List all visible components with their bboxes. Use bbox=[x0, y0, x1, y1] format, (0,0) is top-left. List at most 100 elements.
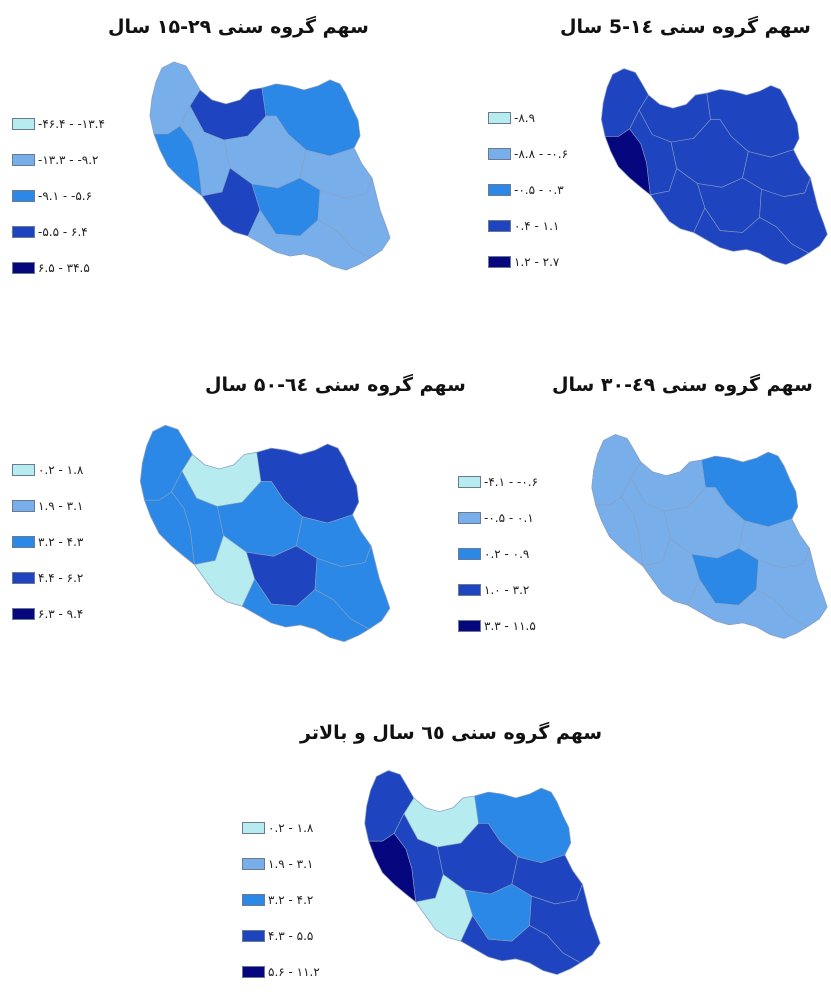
legend-label: -۱۳.۳ - -۹.۲ bbox=[38, 153, 99, 167]
legend-label: -۸.۸ - -۰.۶ bbox=[514, 147, 569, 161]
legend-item: ۰.۲ - ۱.۸ bbox=[12, 462, 83, 478]
legend-label: -۴۶.۴ - -۱۳.۴ bbox=[38, 117, 105, 131]
legend-label: ۱.۹ - ۳.۱ bbox=[268, 857, 314, 871]
legend-swatch bbox=[458, 548, 481, 560]
legend-swatch bbox=[488, 256, 511, 268]
legend-swatch bbox=[458, 476, 481, 488]
legend-label: ۵.۶ - ۱۱.۲ bbox=[268, 965, 320, 979]
legend-item: ۳.۲ - ۴.۲ bbox=[242, 892, 320, 908]
map-legend: -۴.۱ - -۰.۶ -۰.۵ - ۰.۱ ۰.۲ - ۰.۹ ۱.۰ - ۳… bbox=[458, 474, 538, 654]
legend-item: ۶.۵ - ۳۴.۵ bbox=[12, 260, 105, 276]
legend-item: ۰.۲ - ۰.۹ bbox=[458, 546, 538, 562]
legend-item: ۳.۲ - ۴.۳ bbox=[12, 534, 83, 550]
legend-item: ۱.۹ - ۳.۱ bbox=[12, 498, 83, 514]
province-region bbox=[241, 578, 370, 642]
legend-item: ۱.۹ - ۳.۱ bbox=[242, 856, 320, 872]
legend-swatch bbox=[242, 966, 265, 978]
legend-label: ۴.۴ - ۶.۲ bbox=[38, 571, 84, 585]
legend-swatch bbox=[242, 822, 265, 834]
legend-swatch bbox=[12, 536, 35, 548]
legend-swatch bbox=[488, 184, 511, 196]
legend-item: ۶.۳ - ۹.۴ bbox=[12, 606, 83, 622]
iran-map bbox=[364, 770, 601, 975]
map-regions bbox=[139, 424, 391, 642]
panel-title: سهم گروه سنی ۲۹-۱۵ سال bbox=[108, 16, 369, 38]
legend-swatch bbox=[12, 118, 35, 130]
legend-swatch bbox=[458, 512, 481, 524]
iran-map bbox=[601, 68, 828, 265]
legend-label: ۴.۳ - ۵.۵ bbox=[268, 929, 314, 943]
legend-item: -۴.۱ - -۰.۶ bbox=[458, 474, 538, 490]
legend-label: ۶.۳ - ۹.۴ bbox=[38, 607, 84, 621]
legend-swatch bbox=[12, 464, 35, 476]
map-regions bbox=[149, 61, 391, 271]
legend-item: ۰.۲ - ۱.۸ bbox=[242, 820, 320, 836]
legend-label: ۱.۲ - ۲.۷ bbox=[514, 255, 560, 269]
legend-swatch bbox=[488, 148, 511, 160]
legend-item: ۱.۲ - ۲.۷ bbox=[488, 254, 568, 270]
legend-swatch bbox=[12, 190, 35, 202]
legend-label: ۰.۲ - ۱.۸ bbox=[268, 821, 314, 835]
legend-item: ۵.۶ - ۱۱.۲ bbox=[242, 964, 320, 980]
legend-swatch bbox=[488, 112, 511, 124]
legend-swatch bbox=[12, 226, 35, 238]
legend-label: ۶.۵ - ۳۴.۵ bbox=[38, 261, 90, 275]
province-region bbox=[693, 207, 810, 265]
legend-label: ۰.۲ - ۰.۹ bbox=[484, 547, 530, 561]
legend-swatch bbox=[242, 858, 265, 870]
legend-swatch bbox=[242, 930, 265, 942]
legend-item: -۹.۱ - -۵.۶ bbox=[12, 188, 105, 204]
legend-label: ۳.۲ - ۴.۳ bbox=[38, 535, 84, 549]
legend-item: -۸.۹ bbox=[488, 110, 568, 126]
legend-item: -۰.۵ - ۰.۳ bbox=[488, 182, 568, 198]
legend-swatch bbox=[458, 620, 481, 632]
legend-label: ۳.۳ - ۱۱.۵ bbox=[484, 619, 536, 633]
province-region bbox=[247, 209, 371, 271]
legend-item: ۰.۴ - ۱.۱ bbox=[488, 218, 568, 234]
legend-swatch bbox=[458, 584, 481, 596]
panel-title: سهم گروه سنی ٤۹-۳۰ سال bbox=[552, 374, 813, 396]
legend-label: -۰.۵ - ۰.۳ bbox=[514, 183, 564, 197]
legend-item: ۱.۰ - ۳.۲ bbox=[458, 582, 538, 598]
legend-label: ۰.۴ - ۱.۱ bbox=[514, 219, 560, 233]
legend-label: ۱.۹ - ۳.۱ bbox=[38, 499, 84, 513]
panel-title: سهم گروه سنی ٦٤-۵۰ سال bbox=[205, 374, 466, 396]
legend-label: -۴.۱ - -۰.۶ bbox=[484, 475, 539, 489]
legend-swatch bbox=[12, 500, 35, 512]
legend-swatch bbox=[12, 608, 35, 620]
map-legend: -۸.۹ -۸.۸ - -۰.۶ -۰.۵ - ۰.۳ ۰.۴ - ۱.۱ ۱.… bbox=[488, 110, 568, 290]
legend-item: -۱۳.۳ - -۹.۲ bbox=[12, 152, 105, 168]
legend-item: -۸.۸ - -۰.۶ bbox=[488, 146, 568, 162]
legend-label: -۵.۵ - ۶.۴ bbox=[38, 225, 88, 239]
map-legend: ۰.۲ - ۱.۸ ۱.۹ - ۳.۱ ۳.۲ - ۴.۳ ۴.۴ - ۶.۲ … bbox=[12, 462, 83, 642]
legend-item: -۴۶.۴ - -۱۳.۴ bbox=[12, 116, 105, 132]
province-region bbox=[460, 915, 582, 975]
panel-title: سهم گروه سنی ٦٥ سال و بالاتر bbox=[300, 722, 603, 744]
legend-swatch bbox=[242, 894, 265, 906]
map-regions bbox=[601, 68, 828, 265]
legend-swatch bbox=[488, 220, 511, 232]
legend-label: -۸.۹ bbox=[514, 111, 536, 125]
legend-label: ۳.۲ - ۴.۲ bbox=[268, 893, 314, 907]
map-regions bbox=[364, 770, 601, 975]
legend-item: -۰.۵ - ۰.۱ bbox=[458, 510, 538, 526]
legend-label: ۰.۲ - ۱.۸ bbox=[38, 463, 84, 477]
iran-map bbox=[591, 434, 828, 639]
legend-swatch bbox=[12, 262, 35, 274]
map-regions bbox=[591, 434, 828, 639]
legend-item: ۳.۳ - ۱۱.۵ bbox=[458, 618, 538, 634]
iran-map bbox=[149, 61, 391, 271]
panel-title: سهم گروه سنی ۱٤-5 سال bbox=[560, 16, 811, 38]
iran-map bbox=[139, 424, 391, 642]
legend-label: ۱.۰ - ۳.۲ bbox=[484, 583, 530, 597]
map-legend: ۰.۲ - ۱.۸ ۱.۹ - ۳.۱ ۳.۲ - ۴.۲ ۴.۳ - ۵.۵ … bbox=[242, 820, 320, 1000]
legend-swatch bbox=[12, 572, 35, 584]
province-region bbox=[687, 579, 809, 639]
legend-swatch bbox=[12, 154, 35, 166]
legend-item: ۴.۳ - ۵.۵ bbox=[242, 928, 320, 944]
legend-label: -۹.۱ - -۵.۶ bbox=[38, 189, 93, 203]
legend-label: -۰.۵ - ۰.۱ bbox=[484, 511, 534, 525]
map-legend: -۴۶.۴ - -۱۳.۴ -۱۳.۳ - -۹.۲ -۹.۱ - -۵.۶ -… bbox=[12, 116, 105, 296]
legend-item: -۵.۵ - ۶.۴ bbox=[12, 224, 105, 240]
legend-item: ۴.۴ - ۶.۲ bbox=[12, 570, 83, 586]
